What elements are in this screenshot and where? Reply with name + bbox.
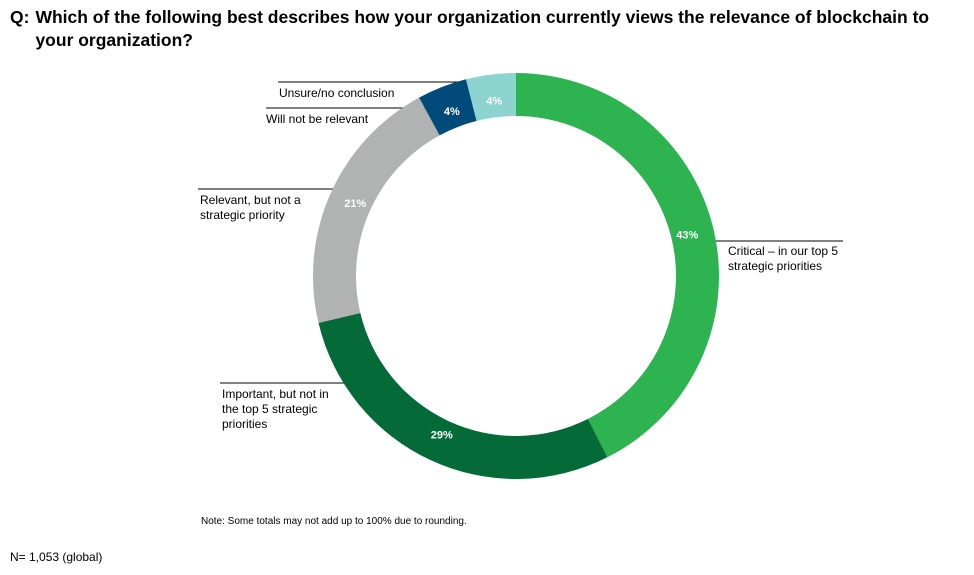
slice-value-important: 29% [431,430,453,442]
slice-value-critical: 43% [676,229,698,241]
label-not-relevant: Will not be relevant [266,112,368,127]
sample-size: N= 1,053 (global) [10,550,103,564]
footnote: Note: Some totals may not add up to 100%… [201,516,467,527]
slice-relevant [313,97,440,323]
slice-value-relevant: 21% [344,198,366,210]
slice-unsure [466,73,516,121]
label-important-line-1: Important, but not in [222,387,329,401]
label-relevant-line-1: Relevant, but not a [200,193,301,207]
label-important-line-3: priorities [222,417,268,431]
label-critical: Critical – in our top 5 strategic priori… [728,244,838,274]
slice-value-unsure: 4% [486,95,502,107]
label-critical-line-1: Critical – in our top 5 [728,244,839,258]
label-important-line-2: the top 5 strategic [222,402,318,416]
label-critical-line-2: strategic priorities [728,259,823,273]
slice-value-not-relevant: 4% [444,106,460,118]
label-not-relevant-line-1: Will not be relevant [266,112,369,126]
slice-not-relevant [419,79,477,136]
label-unsure: Unsure/no conclusion [279,86,394,101]
label-unsure-line-1: Unsure/no conclusion [279,86,395,100]
question-text: Which of the following best describes ho… [35,7,930,50]
slice-important [318,312,608,479]
label-important: Important, but not in the top 5 strategi… [222,387,329,432]
label-relevant-line-2: strategic priority [200,208,285,222]
slice-critical [516,73,719,458]
question-title: Q: Which of the following best describes… [10,6,960,52]
label-relevant: Relevant, but not a strategic priority [200,193,301,223]
question-prefix: Q: [10,7,30,27]
